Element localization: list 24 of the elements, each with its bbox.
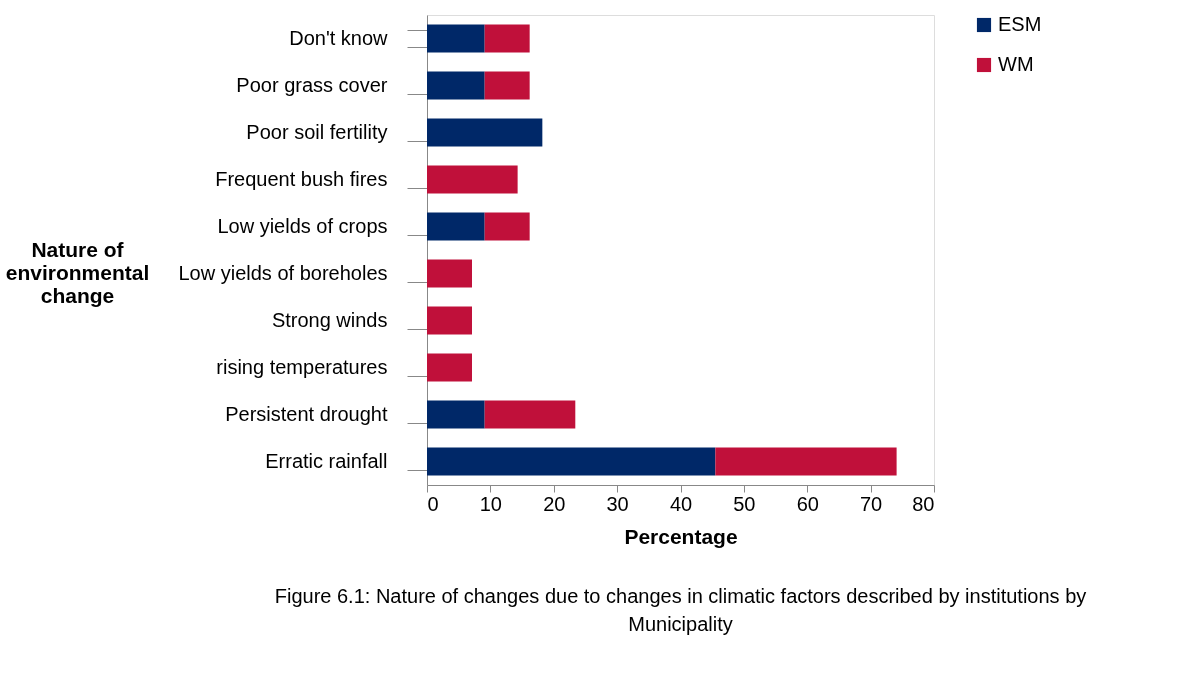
y-axis-title: Nature of environmental change: [5, 237, 150, 307]
x-tick-label: 50: [733, 492, 756, 515]
y-tick-label: Strong winds: [271, 309, 388, 331]
x-tick-label: 80: [912, 492, 935, 515]
y-tick-label: Low yields of boreholes: [178, 262, 388, 284]
y-tick-label: rising temperatures: [216, 356, 388, 378]
x-tick-label: 10: [479, 492, 502, 515]
y-tick-label: Low yields of crops: [217, 215, 388, 237]
legend-label: ESM: [998, 13, 1042, 35]
x-tick-label: 40: [669, 492, 693, 515]
x-tick-label: 20: [543, 492, 566, 515]
x-tick-label: 30: [606, 492, 629, 515]
caption: Figure 6.1: Nature of changes due to changes in climatic factors described by institutions by Municipality: [274, 585, 1087, 635]
y-tick-label: Erratic rainfall: [265, 450, 388, 472]
y-tick-label: Poor soil fertility: [246, 121, 388, 143]
x-tick-label: 0: [427, 492, 439, 515]
x-tick-label: 70: [860, 492, 883, 515]
y-tick-label: Poor grass cover: [236, 74, 388, 96]
y-tick-label: Persistent drought: [225, 403, 388, 425]
y-tick-label: Frequent bush fires: [215, 168, 388, 190]
x-tick-label: 60: [796, 492, 819, 515]
x-axis-title: Percentage: [624, 524, 738, 548]
y-tick-label: Don't know: [289, 27, 389, 49]
legend-label: WM: [998, 53, 1034, 75]
